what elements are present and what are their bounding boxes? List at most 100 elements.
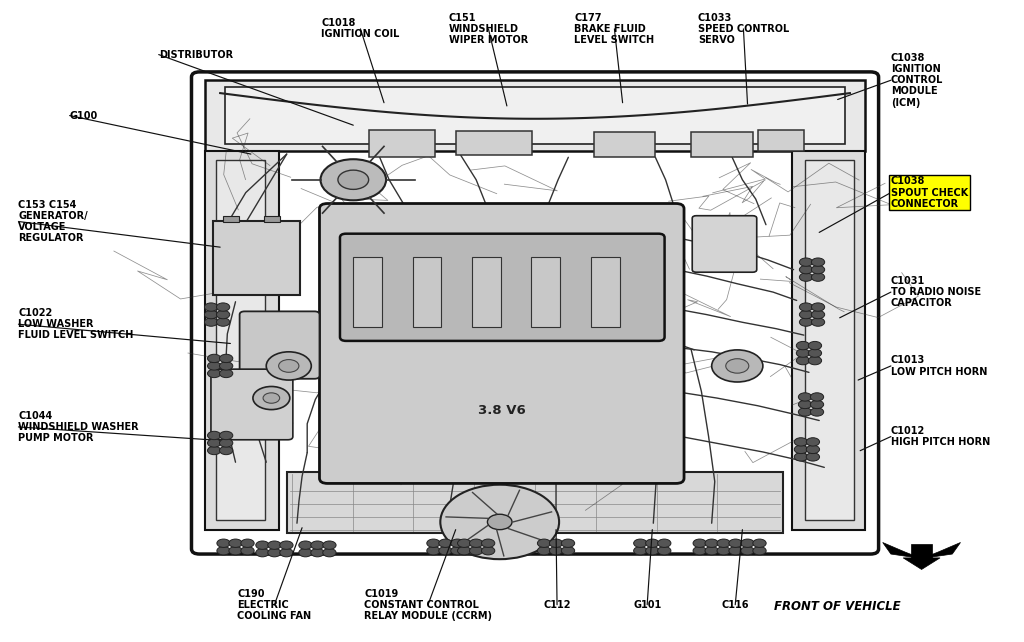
Circle shape [808,356,821,365]
Circle shape [263,393,280,403]
Circle shape [216,303,229,311]
Circle shape [219,362,232,370]
Circle shape [487,514,512,530]
Circle shape [806,453,819,461]
Circle shape [219,439,232,447]
Circle shape [205,311,218,318]
Circle shape [797,342,810,350]
Circle shape [208,354,221,363]
Circle shape [797,349,810,357]
Circle shape [800,311,813,318]
Circle shape [705,539,718,548]
Circle shape [311,541,324,550]
Circle shape [451,546,464,555]
Circle shape [229,539,243,548]
Bar [758,130,804,151]
Circle shape [427,539,440,548]
FancyBboxPatch shape [319,204,684,483]
Circle shape [241,546,254,555]
Text: G100: G100 [70,110,98,121]
Polygon shape [922,542,961,559]
Bar [213,221,300,295]
Circle shape [217,546,230,555]
Bar [594,132,655,157]
FancyBboxPatch shape [340,234,665,341]
Circle shape [808,342,821,350]
Circle shape [469,539,483,548]
Circle shape [646,546,659,555]
Circle shape [299,541,312,550]
Circle shape [208,446,221,455]
Circle shape [438,546,453,555]
Circle shape [800,266,813,274]
Bar [205,80,865,151]
Circle shape [311,548,324,557]
Circle shape [800,303,813,311]
Text: 3.8 V6: 3.8 V6 [478,404,525,417]
Circle shape [717,539,730,548]
Text: FRONT OF VEHICLE: FRONT OF VEHICLE [774,600,901,613]
Circle shape [216,311,229,318]
Bar [413,257,441,327]
Circle shape [799,401,812,409]
FancyBboxPatch shape [240,311,319,379]
Circle shape [800,318,813,326]
Circle shape [208,362,221,370]
Circle shape [561,539,574,548]
Bar [591,257,620,327]
Circle shape [205,318,218,326]
Circle shape [806,446,819,453]
Circle shape [219,354,232,363]
Circle shape [811,318,824,326]
Bar [792,151,865,530]
Circle shape [799,393,812,401]
Circle shape [268,541,281,550]
Circle shape [726,359,749,373]
Bar [456,131,532,155]
Circle shape [451,539,464,548]
Circle shape [427,546,440,555]
Circle shape [280,548,293,557]
Text: DISTRIBUTOR: DISTRIBUTOR [159,49,232,60]
Circle shape [646,539,659,548]
Text: C1044
WINDSHIELD WASHER
PUMP MOTOR: C1044 WINDSHIELD WASHER PUMP MOTOR [18,411,139,443]
Circle shape [550,546,563,555]
Circle shape [323,548,336,557]
Text: C1013
LOW PITCH HORN: C1013 LOW PITCH HORN [891,355,987,377]
Circle shape [657,539,671,548]
Circle shape [268,548,281,557]
Bar [691,132,753,157]
Circle shape [717,546,730,555]
Circle shape [280,541,293,550]
Circle shape [266,352,311,380]
Circle shape [338,170,369,189]
Circle shape [323,541,336,550]
Bar [205,151,279,530]
Circle shape [808,349,821,357]
Circle shape [657,546,671,555]
Circle shape [806,438,819,446]
Polygon shape [903,558,940,569]
Circle shape [741,539,754,548]
Circle shape [219,446,232,455]
Circle shape [219,431,232,440]
Circle shape [538,546,551,555]
Circle shape [797,356,810,365]
Circle shape [241,539,254,548]
Circle shape [810,408,823,416]
Circle shape [705,546,718,555]
Circle shape [800,258,813,266]
Text: C116: C116 [722,600,749,610]
Circle shape [811,266,824,274]
Text: C1031
TO RADIO NOISE
CAPACITOR: C1031 TO RADIO NOISE CAPACITOR [891,276,981,308]
FancyBboxPatch shape [191,72,879,554]
Bar [805,160,854,520]
Text: C1018
IGNITION COIL: C1018 IGNITION COIL [322,18,399,40]
Circle shape [256,541,269,550]
Circle shape [208,439,221,447]
Circle shape [481,546,495,555]
Circle shape [795,438,808,446]
Circle shape [810,393,823,401]
Circle shape [693,546,707,555]
Text: C190
ELECTRIC
COOLING FAN: C190 ELECTRIC COOLING FAN [238,589,311,621]
